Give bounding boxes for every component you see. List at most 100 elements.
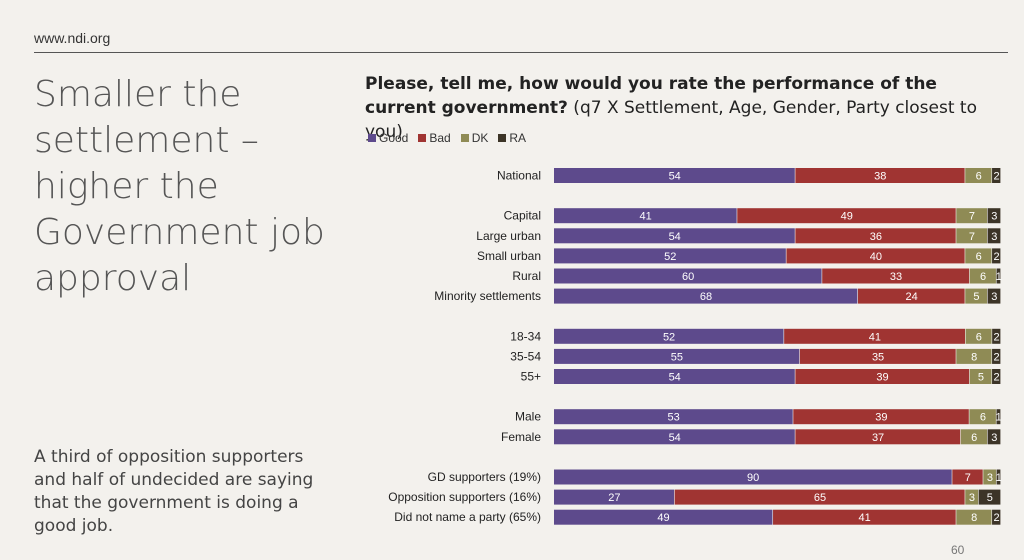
category-label-male: Male — [515, 410, 541, 424]
data-label-bad-18-34: 41 — [869, 331, 881, 343]
slide-note: A third of opposition supporters and hal… — [34, 447, 314, 536]
data-label-ra-national: 2 — [993, 171, 999, 183]
bar-segment-ra-small-urban — [992, 248, 1001, 264]
bar-segment-good-gd-supporters-19 — [554, 469, 952, 485]
bar-segment-bad-55 — [795, 369, 970, 384]
data-label-bad-large-urban: 36 — [870, 231, 882, 243]
data-label-good-small-urban: 52 — [664, 251, 676, 263]
bar-segment-bad-female — [795, 429, 961, 445]
category-label-national: National — [497, 169, 541, 183]
data-label-dk-rural: 6 — [980, 271, 986, 283]
data-label-dk-opposition-supporters-16: 3 — [969, 492, 975, 504]
bar-segment-bad-capital — [737, 208, 956, 224]
legend-label-ra: RA — [509, 131, 527, 145]
bar-segment-ra-35-54 — [992, 348, 1001, 364]
data-label-dk-capital: 7 — [969, 211, 975, 223]
data-label-bad-male: 39 — [875, 412, 887, 424]
bar-segment-ra-minority-settlements — [987, 288, 1001, 304]
data-label-ra-capital: 3 — [991, 211, 997, 223]
data-label-ra-large-urban: 3 — [991, 231, 997, 243]
chart-legend: Good Bad DK RA — [368, 131, 526, 145]
bar-segment-bad-male — [793, 409, 969, 425]
data-label-dk-large-urban: 7 — [969, 231, 975, 243]
category-label-opposition-supporters-16: Opposition supporters (16%) — [388, 490, 541, 504]
category-label-35-54: 35-54 — [510, 349, 541, 363]
data-label-dk-35-54: 8 — [971, 351, 977, 363]
legend-label-bad: Bad — [429, 131, 451, 145]
slide-headline: Smaller the settlement – higher the Gove… — [34, 74, 325, 299]
data-label-good-gd-supporters-19: 90 — [747, 472, 759, 484]
bar-segment-dk-male — [969, 409, 996, 425]
bar-segment-ra-18-34 — [992, 328, 1001, 344]
data-label-good-35-54: 55 — [671, 351, 683, 363]
data-label-good-male: 53 — [668, 412, 680, 424]
legend-item-good: Good — [368, 131, 408, 145]
data-label-ra-small-urban: 2 — [993, 251, 999, 263]
category-label-large-urban: Large urban — [476, 229, 541, 243]
bar-segment-good-male — [554, 409, 793, 425]
category-label-female: Female — [501, 430, 541, 444]
data-label-dk-55: 5 — [978, 372, 984, 384]
data-label-ra-did-not-name-a-party-65: 2 — [993, 512, 999, 524]
legend-item-bad: Bad — [418, 131, 451, 145]
data-label-ra-opposition-supporters-16: 5 — [987, 492, 993, 504]
data-label-good-did-not-name-a-party-65: 49 — [657, 512, 669, 524]
bar-segment-dk-opposition-supporters-16 — [965, 489, 979, 505]
data-label-good-capital: 41 — [640, 211, 652, 223]
bar-segment-dk-did-not-name-a-party-65 — [956, 509, 992, 525]
bar-segment-good-female — [554, 429, 795, 445]
data-label-dk-minority-settlements: 5 — [973, 291, 979, 303]
bar-segment-bad-opposition-supporters-16 — [674, 489, 965, 505]
data-label-bad-national: 38 — [874, 171, 886, 183]
bar-segment-good-large-urban — [554, 228, 795, 244]
data-label-bad-35-54: 35 — [872, 351, 884, 363]
data-label-dk-18-34: 6 — [976, 331, 982, 343]
legend-swatch-bad — [418, 134, 427, 142]
bar-segment-bad-small-urban — [786, 248, 965, 264]
data-label-good-18-34: 52 — [663, 331, 675, 343]
bar-segment-good-did-not-name-a-party-65 — [554, 509, 773, 525]
bar-segment-ra-national — [992, 168, 1001, 183]
page-number: 60 — [951, 543, 965, 557]
bar-segment-good-35-54 — [554, 348, 800, 364]
category-label-minority-settlements: Minority settlements — [434, 289, 541, 303]
bar-segment-dk-small-urban — [965, 248, 992, 264]
bar-segment-bad-gd-supporters-19 — [952, 469, 983, 485]
chart-title-detail: (q7 X Settlement, Age, Gender, Party clo… — [365, 98, 977, 142]
category-label-18-34: 18-34 — [510, 329, 541, 343]
bar-segment-ra-gd-supporters-19 — [996, 469, 1001, 485]
data-label-ra-35-54: 2 — [993, 351, 999, 363]
legend-item-ra: RA — [498, 131, 526, 145]
bar-segment-ra-female — [987, 429, 1001, 445]
site-url: www.ndi.org — [34, 30, 111, 46]
bar-segment-dk-national — [965, 168, 992, 183]
chart-title: Please, tell me, how would you rate the … — [365, 72, 1005, 144]
legend-swatch-dk — [460, 134, 469, 142]
data-label-bad-small-urban: 40 — [870, 251, 882, 263]
data-label-good-large-urban: 54 — [669, 231, 681, 243]
data-label-dk-did-not-name-a-party-65: 8 — [971, 512, 977, 524]
bar-segment-good-rural — [554, 268, 822, 284]
header-divider — [34, 52, 1008, 53]
data-label-bad-opposition-supporters-16: 65 — [814, 492, 826, 504]
bar-segment-ra-55 — [992, 369, 1001, 384]
category-label-did-not-name-a-party-65: Did not name a party (65%) — [394, 510, 541, 524]
data-label-good-minority-settlements: 68 — [700, 291, 712, 303]
bar-segment-ra-capital — [987, 208, 1001, 224]
bar-segment-dk-gd-supporters-19 — [983, 469, 996, 485]
category-label-55: 55+ — [521, 370, 541, 384]
bar-segment-ra-male — [996, 409, 1001, 425]
bar-segment-dk-female — [960, 429, 987, 445]
bar-segment-ra-opposition-supporters-16 — [978, 489, 1001, 505]
data-label-dk-national: 6 — [976, 171, 982, 183]
data-label-bad-capital: 49 — [841, 211, 853, 223]
bar-segment-good-opposition-supporters-16 — [554, 489, 675, 505]
bar-segment-dk-55 — [969, 369, 992, 384]
data-label-bad-minority-settlements: 24 — [905, 291, 917, 303]
category-label-capital: Capital — [504, 209, 541, 223]
bar-segment-dk-35-54 — [956, 348, 992, 364]
bar-segment-bad-18-34 — [784, 328, 965, 344]
data-label-good-rural: 60 — [682, 271, 694, 283]
bar-segment-dk-rural — [969, 268, 996, 284]
